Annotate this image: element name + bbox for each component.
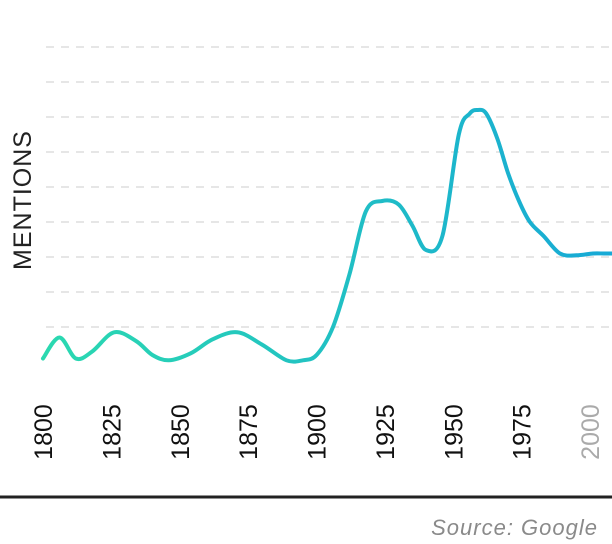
x-tick-label-1975: 1975 (509, 404, 537, 460)
x-tick-label-1900: 1900 (304, 404, 332, 460)
x-tick-label-1925: 1925 (372, 404, 400, 460)
x-tick-label-1875: 1875 (235, 404, 263, 460)
x-tick-label-1800: 1800 (30, 404, 58, 460)
x-tick-label-2000: 2000 (577, 404, 605, 460)
gridlines (46, 46, 612, 328)
x-axis-ticks: 1800 1825 1850 1875 1900 1925 1950 1975 2000 (30, 404, 605, 460)
x-tick-label-1850: 1850 (167, 404, 195, 460)
x-tick-label-1950: 1950 (440, 404, 468, 460)
x-tick-label-1825: 1825 (98, 404, 126, 460)
series-line (41, 107, 612, 364)
source-note: Source: Google (431, 515, 598, 540)
y-axis-label: MENTIONS (9, 130, 37, 270)
